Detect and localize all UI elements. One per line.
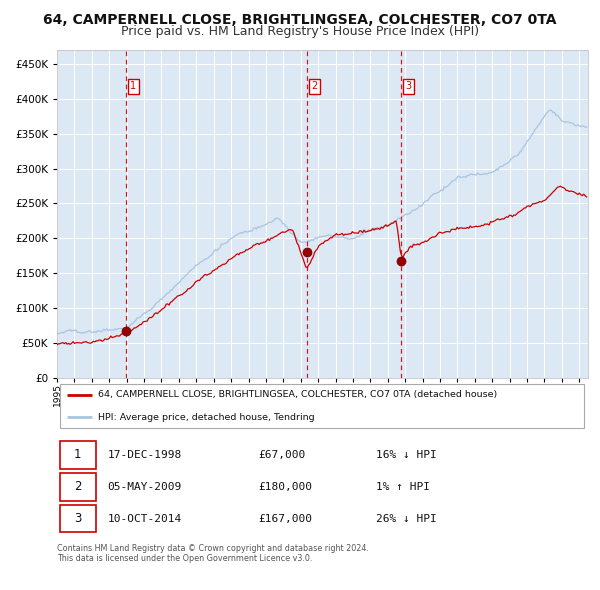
Text: 1% ↑ HPI: 1% ↑ HPI (376, 482, 430, 491)
Text: £167,000: £167,000 (259, 514, 313, 523)
Text: 3: 3 (406, 81, 412, 91)
Text: Price paid vs. HM Land Registry's House Price Index (HPI): Price paid vs. HM Land Registry's House … (121, 25, 479, 38)
Text: 64, CAMPERNELL CLOSE, BRIGHTLINGSEA, COLCHESTER, CO7 0TA (detached house): 64, CAMPERNELL CLOSE, BRIGHTLINGSEA, COL… (98, 390, 497, 399)
Text: £180,000: £180,000 (259, 482, 313, 491)
Text: 05-MAY-2009: 05-MAY-2009 (107, 482, 182, 491)
Text: 2: 2 (311, 81, 317, 91)
Text: Contains HM Land Registry data © Crown copyright and database right 2024.
This d: Contains HM Land Registry data © Crown c… (57, 544, 369, 563)
Text: 1: 1 (130, 81, 136, 91)
Text: 17-DEC-1998: 17-DEC-1998 (107, 450, 182, 460)
Text: HPI: Average price, detached house, Tendring: HPI: Average price, detached house, Tend… (98, 413, 315, 422)
Text: 2: 2 (74, 480, 82, 493)
Text: 1: 1 (74, 448, 82, 461)
FancyBboxPatch shape (59, 473, 96, 500)
Text: 64, CAMPERNELL CLOSE, BRIGHTLINGSEA, COLCHESTER, CO7 0TA: 64, CAMPERNELL CLOSE, BRIGHTLINGSEA, COL… (43, 13, 557, 27)
FancyBboxPatch shape (59, 441, 96, 468)
FancyBboxPatch shape (59, 505, 96, 532)
Text: 10-OCT-2014: 10-OCT-2014 (107, 514, 182, 523)
Text: 26% ↓ HPI: 26% ↓ HPI (376, 514, 436, 523)
FancyBboxPatch shape (59, 384, 584, 428)
Text: 3: 3 (74, 512, 82, 525)
Text: £67,000: £67,000 (259, 450, 306, 460)
Text: 16% ↓ HPI: 16% ↓ HPI (376, 450, 436, 460)
